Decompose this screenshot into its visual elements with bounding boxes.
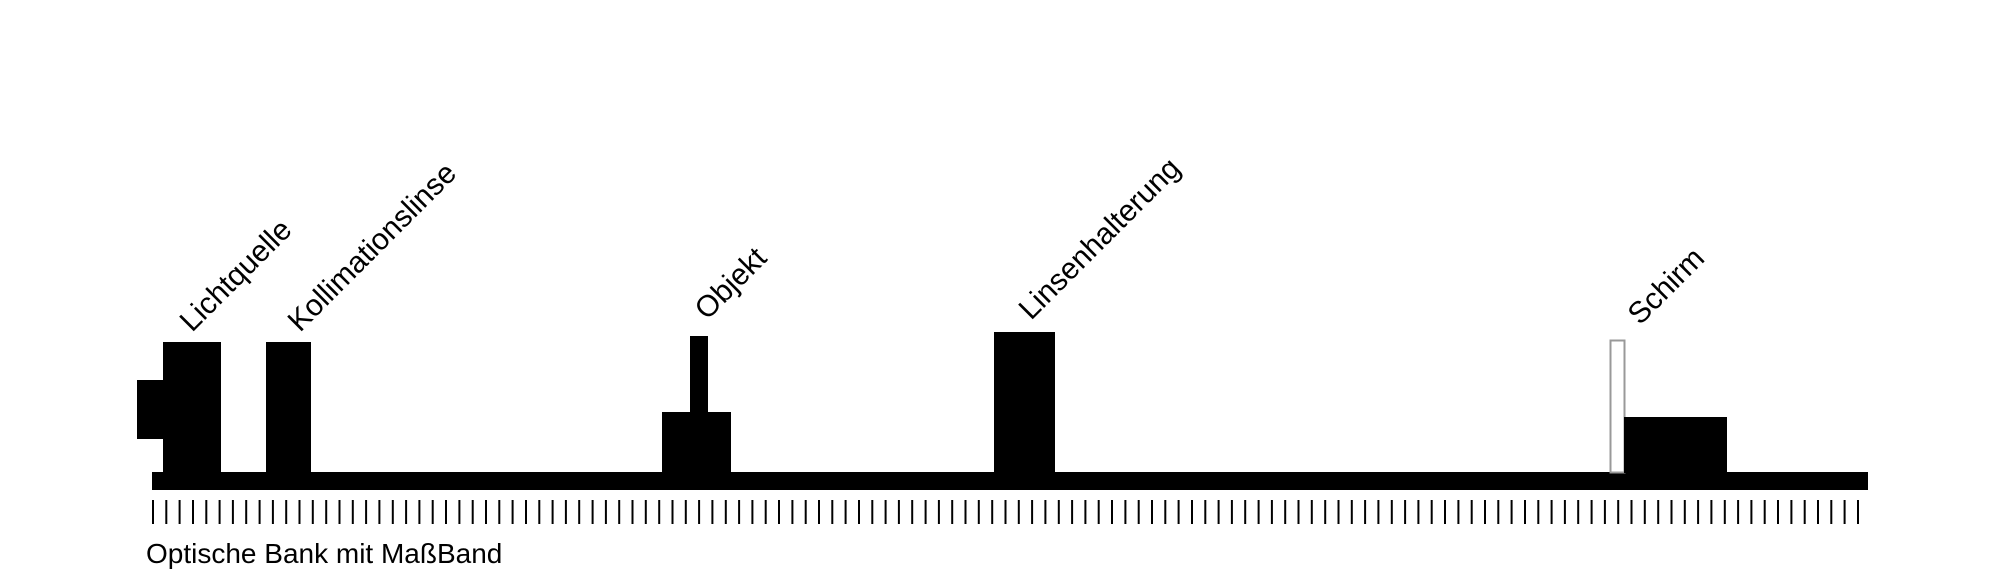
object-base <box>662 412 731 473</box>
object-holder <box>662 336 731 473</box>
light-source-back-block <box>137 380 167 439</box>
measuring-tape <box>152 500 1859 524</box>
collimation-lens-label: Kollimationslinse <box>282 157 463 338</box>
light-source-label: Lichtquelle <box>174 213 299 338</box>
light-source <box>137 342 221 473</box>
bench-caption: Optische Bank mit MaßBand <box>146 538 502 569</box>
object-mount <box>690 336 708 416</box>
lens-holder <box>994 332 1055 473</box>
collimation-lens-holder <box>266 342 311 473</box>
screen-label: Schirm <box>1622 242 1711 331</box>
lens-holder-label: Linsenhalterung <box>1013 152 1187 326</box>
screen-panel <box>1609 339 1626 474</box>
object-label: Objekt <box>689 241 774 326</box>
optical-rail <box>152 472 1868 490</box>
screen-base <box>1624 417 1727 473</box>
light-source-body <box>163 342 221 473</box>
screen <box>1609 339 1727 474</box>
